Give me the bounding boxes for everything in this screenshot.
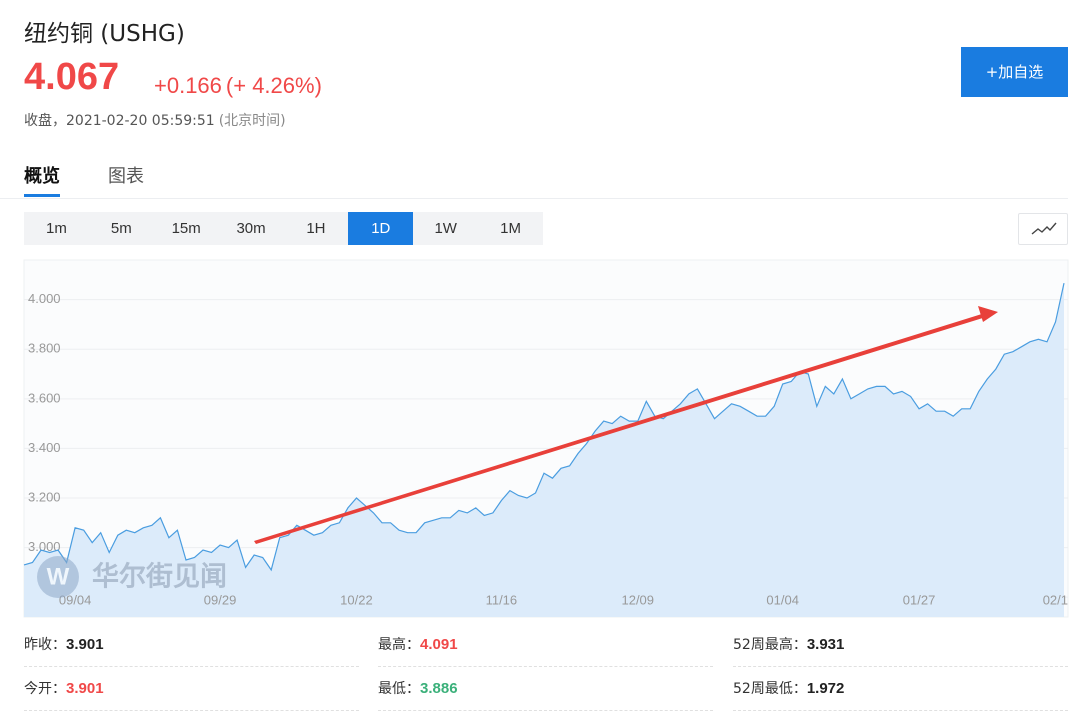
status-text: 收盘，2021-02-20 05:59:51 — [24, 113, 215, 129]
chart-type-button[interactable] — [1018, 213, 1068, 245]
period-button[interactable]: 1m — [46, 220, 67, 237]
period-button[interactable]: 1D — [348, 212, 414, 245]
y-tick-label: 3.400 — [28, 440, 61, 455]
x-tick-label: 02/1 — [1043, 592, 1068, 607]
add-watchlist-button[interactable]: +加自选 — [961, 47, 1068, 97]
stat-value: 4.091 — [420, 636, 458, 653]
period-button[interactable]: 15m — [171, 220, 201, 237]
arrow-head — [978, 306, 998, 322]
stat-value: 1.972 — [806, 680, 845, 697]
x-tick-label: 01/27 — [903, 592, 936, 607]
x-tick-label: 09/29 — [204, 592, 237, 607]
stat-item: 昨收：3.901 — [24, 624, 359, 667]
x-tick-label: 11/16 — [486, 592, 518, 607]
period-button[interactable]: 1W — [434, 220, 457, 237]
plot: 2.8003.0003.2003.4003.6003.8004.00009/04… — [23, 282, 1068, 617]
stat-value: 3.886 — [420, 680, 458, 697]
watermark-logo — [37, 556, 79, 598]
x-tick-label: 09/04 — [59, 592, 92, 607]
price-line — [23, 282, 1065, 572]
period-selector: 1m 5m 15m 30m 1H 1D 1W 1M — [24, 212, 543, 245]
stat-label: 今开： — [24, 681, 66, 697]
x-tick-label: 10/22 — [340, 592, 373, 607]
period-button[interactable]: 5m — [110, 220, 132, 237]
y-tick-label: 3.600 — [28, 390, 61, 405]
stat-item: 52周最高：3.931 — [733, 624, 1068, 667]
watermark-text: 华尔街见闻 — [92, 561, 227, 593]
stat-label: 最低： — [378, 681, 420, 697]
trend-arrow — [254, 306, 998, 544]
stat-label: 52周最高： — [733, 637, 807, 653]
stat-item: 今开：3.901 — [24, 668, 359, 711]
y-tick-label: 4.000 — [28, 291, 61, 306]
y-tick-label: 3.000 — [28, 539, 61, 554]
x-tick-label: 12/09 — [621, 592, 654, 607]
watermark-logo-letter: W — [47, 563, 70, 590]
y-tick-label: 3.200 — [28, 489, 61, 504]
last-price: 4.067 — [24, 56, 120, 98]
timezone: (北京时间) — [218, 113, 286, 129]
tab[interactable]: 图表 — [108, 166, 144, 187]
tab-bar: 概览 图表 — [0, 158, 1068, 199]
stat-item: 最低：3.886 — [378, 668, 713, 711]
watermark: W 华尔街见闻 — [37, 556, 227, 598]
stat-item: 最高：4.091 — [378, 624, 713, 667]
change-value: +0.166 — [154, 73, 222, 98]
stat-label: 昨收： — [24, 637, 66, 653]
stat-label: 52周最低： — [733, 681, 807, 697]
stat-item: 52周最低：1.972 — [733, 668, 1068, 711]
instrument-name: 纽约铜 (USHG) — [24, 21, 185, 47]
chart-type-icon — [1031, 222, 1057, 235]
stat-value: 3.901 — [66, 680, 104, 697]
period-button[interactable]: 30m — [236, 220, 266, 237]
stat-value: 3.931 — [806, 636, 845, 653]
period-button[interactable]: 1H — [306, 220, 326, 237]
area-fill — [24, 283, 1064, 617]
stat-value: 3.901 — [66, 636, 104, 653]
tab[interactable]: 概览 — [24, 162, 60, 197]
x-tick-label: 01/04 — [766, 592, 799, 607]
period-button[interactable]: 1M — [500, 220, 521, 237]
arrow-shaft — [254, 313, 986, 544]
market-status: 收盘，2021-02-20 05:59:51 (北京时间) — [24, 110, 286, 130]
stat-label: 最高： — [378, 637, 420, 653]
change-percent: (+ 4.26%) — [225, 73, 322, 98]
price-change: +0.166 (+ 4.26%) — [154, 73, 322, 99]
y-tick-label: 3.800 — [28, 341, 61, 356]
